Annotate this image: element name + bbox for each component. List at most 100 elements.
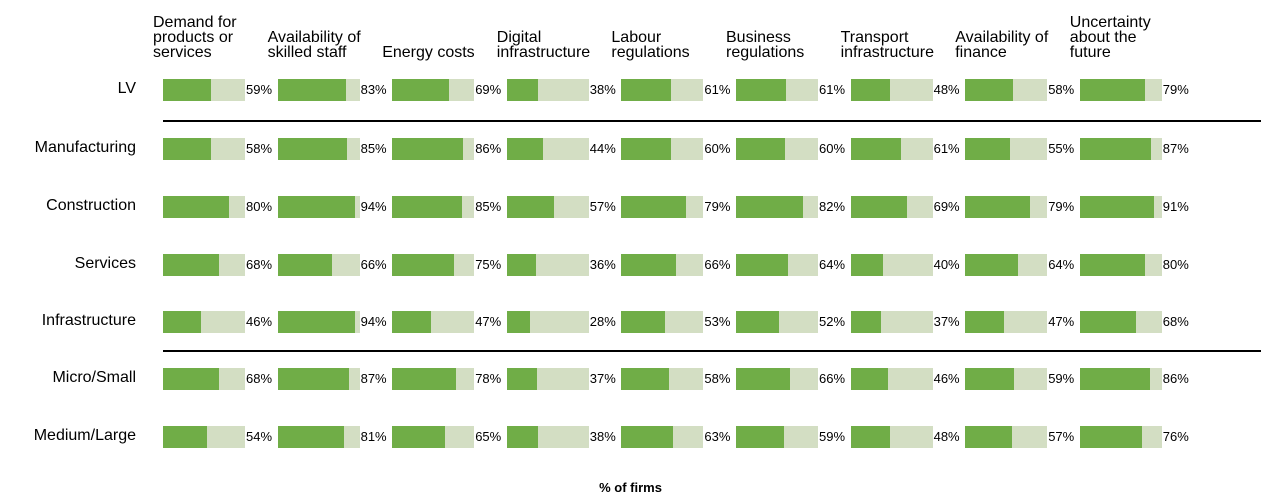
column-header: Labour regulations [611,29,690,61]
value-label: 80% [1162,257,1189,272]
bar [506,254,537,276]
value-label: 60% [819,141,846,156]
bar [392,196,462,218]
value-label: 48% [933,429,960,444]
bar [1079,138,1152,160]
bar [163,426,208,448]
column-header: Transport infrastructure [840,29,934,61]
value-label: 78% [475,371,502,386]
bar [392,254,454,276]
value-label: 86% [475,141,502,156]
value-label: 79% [1048,199,1075,214]
value-label: 80% [246,199,273,214]
separator [163,120,1261,122]
value-label: 66% [819,371,846,386]
value-label: 63% [704,429,731,444]
value-label: 52% [819,314,846,329]
bar [850,368,889,390]
bar [1079,311,1136,333]
bar [621,368,669,390]
row-label: Construction [46,197,136,214]
bar [736,196,804,218]
value-label: 65% [475,429,502,444]
row-label: Services [74,255,136,272]
bar [163,196,229,218]
bar [277,368,349,390]
value-label: 61% [704,82,731,97]
value-label: 47% [1048,314,1075,329]
bar [965,138,1011,160]
value-label: 81% [360,429,387,444]
value-label: 55% [1048,141,1075,156]
bar [277,311,355,333]
bar [736,138,786,160]
value-label: 47% [475,314,502,329]
value-label: 68% [246,257,273,272]
bar [506,79,538,101]
column-header: Business regulations [726,29,805,61]
value-label: 66% [360,257,387,272]
value-label: 87% [360,371,387,386]
value-label: 91% [1162,199,1189,214]
bar [736,426,785,448]
column-header: Energy costs [382,44,475,61]
row-label: Manufacturing [34,139,136,156]
value-label: 61% [933,141,960,156]
bar [621,254,676,276]
value-label: 69% [933,199,960,214]
value-label: 36% [589,257,616,272]
column-header: Digital infrastructure [496,29,591,61]
value-label: 40% [933,257,960,272]
value-label: 44% [589,141,616,156]
row-label: Micro/Small [52,369,136,386]
bar [1079,254,1146,276]
bar [621,196,687,218]
bar [392,79,449,101]
bar [965,254,1018,276]
value-label: 94% [360,314,387,329]
bar [850,138,901,160]
value-label: 58% [704,371,731,386]
row-label: Infrastructure [41,312,136,329]
value-label: 58% [246,141,273,156]
bar [506,426,538,448]
value-label: 28% [589,314,616,329]
bar [506,196,554,218]
bar [736,79,787,101]
bar [163,254,219,276]
value-label: 38% [589,82,616,97]
bar [163,79,212,101]
value-label: 79% [1162,82,1189,97]
bar [621,426,674,448]
bar [392,368,457,390]
value-label: 68% [246,371,273,386]
bar [277,196,355,218]
value-label: 57% [1048,429,1075,444]
column-header: Uncertainty about the future [1069,14,1151,61]
bar [850,426,890,448]
bar [965,196,1030,218]
value-label: 37% [589,371,616,386]
bar [621,138,671,160]
row-label: LV [117,80,136,97]
bar [965,426,1012,448]
value-label: 46% [246,314,273,329]
value-label: 82% [819,199,846,214]
value-label: 64% [1048,257,1075,272]
bar [736,254,789,276]
bar [506,311,530,333]
value-label: 68% [1162,314,1189,329]
value-label: 75% [475,257,502,272]
value-label: 85% [475,199,502,214]
bar [736,311,779,333]
bar [1079,196,1155,218]
separator [163,350,1261,352]
value-label: 83% [360,82,387,97]
value-label: 64% [819,257,846,272]
bar [1079,79,1145,101]
value-label: 58% [1048,82,1075,97]
row-label: Medium/Large [33,427,136,444]
value-label: 61% [819,82,846,97]
bar [621,79,672,101]
